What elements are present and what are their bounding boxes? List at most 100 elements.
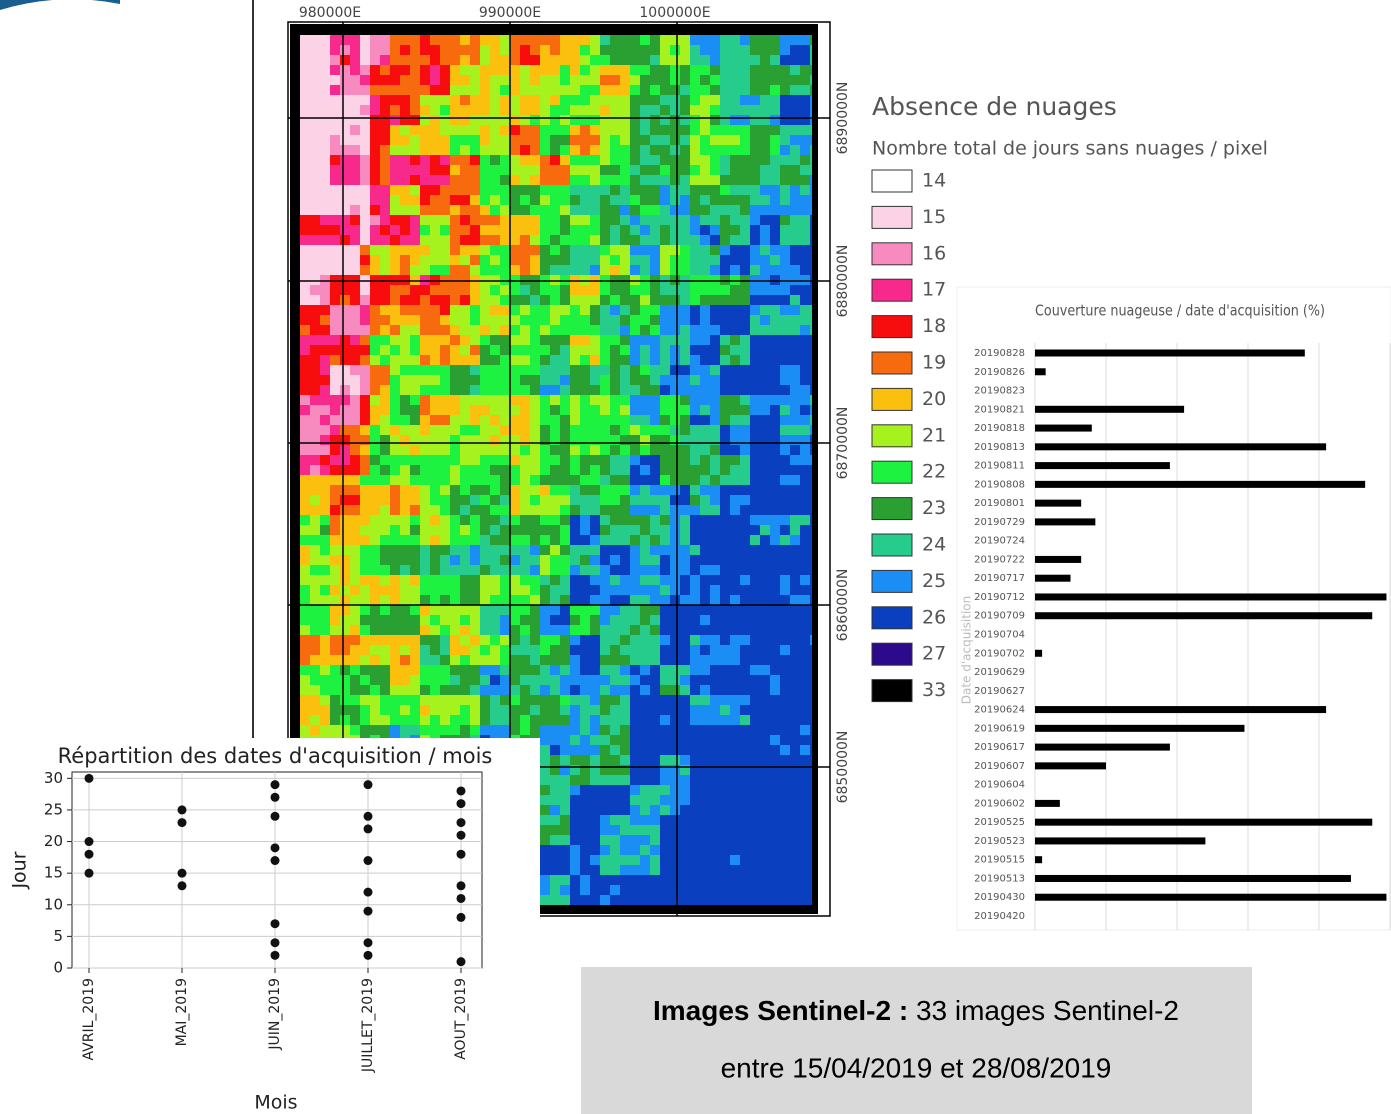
map-cell <box>500 535 510 545</box>
map-cell <box>560 795 570 805</box>
map-cell <box>410 35 420 45</box>
map-cell <box>420 105 430 115</box>
map-cell <box>340 425 350 435</box>
map-cell <box>370 345 380 355</box>
map-cell <box>600 695 610 705</box>
map-cell <box>450 655 460 665</box>
map-cell <box>600 875 610 885</box>
map-cell <box>470 285 480 295</box>
map-cell <box>510 295 520 305</box>
point <box>363 856 373 866</box>
map-cell <box>690 635 700 645</box>
map-cell <box>440 725 450 735</box>
map-cell <box>350 305 360 315</box>
map-cell <box>420 455 430 465</box>
map-cell <box>430 225 440 235</box>
map-cell <box>490 515 500 525</box>
map-cell <box>790 315 800 325</box>
map-cell <box>370 475 380 485</box>
map-cell <box>430 425 440 435</box>
map-cell <box>460 665 470 675</box>
map-cell <box>350 655 360 665</box>
map-cell <box>480 215 490 225</box>
map-cell <box>670 555 680 565</box>
map-cell <box>800 215 810 225</box>
map-cell <box>390 275 400 285</box>
map-cell <box>420 555 430 565</box>
map-cell <box>640 605 650 615</box>
map-cell <box>470 245 480 255</box>
map-cell <box>300 325 310 335</box>
map-cell <box>390 555 400 565</box>
map-cell <box>800 895 810 905</box>
map-cell <box>510 475 520 485</box>
map-cell <box>720 565 730 575</box>
map-cell <box>430 85 440 95</box>
map-cell <box>330 585 340 595</box>
map-cell <box>790 805 800 815</box>
map-cell <box>420 285 430 295</box>
map-cell <box>520 65 530 75</box>
map-cell <box>580 555 590 565</box>
map-cell <box>540 885 550 895</box>
map-cell <box>310 205 320 215</box>
map-cell <box>300 115 310 125</box>
map-cell <box>470 155 480 165</box>
map-cell <box>550 235 560 245</box>
map-cell <box>770 675 780 685</box>
map-cell <box>350 135 360 145</box>
map-cell <box>380 455 390 465</box>
map-cell <box>520 635 530 645</box>
map-cell <box>510 645 520 655</box>
map-cell <box>400 505 410 515</box>
map-cell <box>430 45 440 55</box>
map-cell <box>460 245 470 255</box>
map-cell <box>390 515 400 525</box>
map-cell <box>590 245 600 255</box>
map-cell <box>430 145 440 155</box>
map-cell <box>360 485 370 495</box>
map-cell <box>590 415 600 425</box>
map-cell <box>600 515 610 525</box>
map-cell <box>800 155 810 165</box>
map-cell <box>320 195 330 205</box>
map-cell <box>730 455 740 465</box>
map-cell <box>530 355 540 365</box>
map-cell <box>800 615 810 625</box>
map-cell <box>550 355 560 365</box>
map-cell <box>470 105 480 115</box>
map-cell <box>510 715 520 725</box>
map-cell <box>800 715 810 725</box>
map-cell <box>410 165 420 175</box>
legend-label: 22 <box>922 461 946 483</box>
map-cell <box>430 255 440 265</box>
map-cell <box>620 705 630 715</box>
map-cell <box>300 385 310 395</box>
map-cell <box>370 665 380 675</box>
map-cell <box>760 85 770 95</box>
map-cell <box>570 405 580 415</box>
map-cell <box>310 695 320 705</box>
map-cell <box>380 665 390 675</box>
map-cell <box>680 145 690 155</box>
map-cell <box>310 445 320 455</box>
map-cell <box>480 475 490 485</box>
map-cell <box>340 445 350 455</box>
map-cell <box>630 445 640 455</box>
map-cell <box>350 215 360 225</box>
map-cell <box>810 485 812 495</box>
map-cell <box>410 575 420 585</box>
map-cell <box>430 315 440 325</box>
legend-label: 33 <box>922 679 946 701</box>
map-cell <box>700 415 710 425</box>
map-cell <box>360 705 370 715</box>
map-cell <box>450 565 460 575</box>
map-cell <box>650 355 660 365</box>
map-cell <box>560 765 570 775</box>
map-cell <box>530 645 540 655</box>
map-cell <box>470 585 480 595</box>
map-cell <box>530 115 540 125</box>
map-cell <box>600 35 610 45</box>
point <box>456 957 466 967</box>
map-cell <box>710 155 720 165</box>
